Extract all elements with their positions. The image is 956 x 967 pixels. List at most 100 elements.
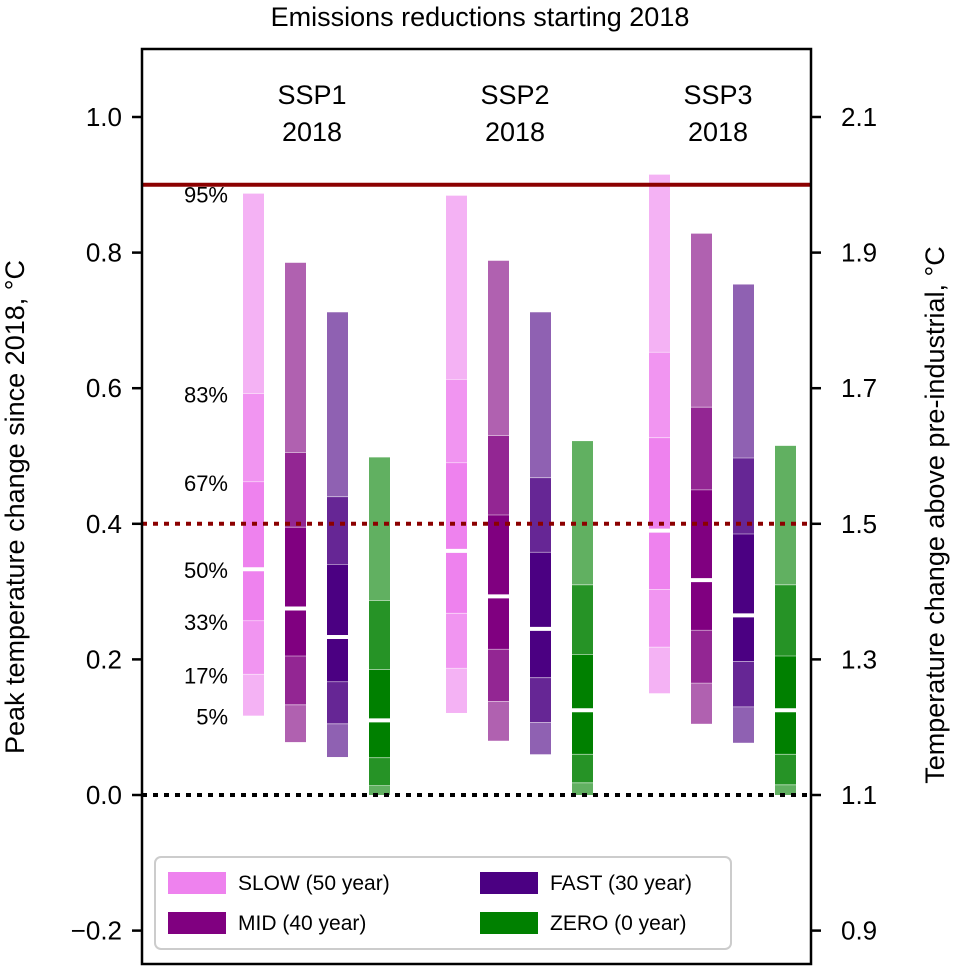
group-label-year: 2018 (688, 117, 748, 147)
percentile-segment (775, 784, 796, 795)
percentile-segment (572, 754, 593, 783)
percentile-segment (446, 195, 467, 380)
percentile-segment (733, 615, 754, 662)
y-right-tick-label: 1.1 (841, 780, 877, 810)
y-tick-label: −0.2 (71, 916, 122, 946)
percentile-segment (446, 668, 467, 713)
group-label-name: SSP3 (683, 80, 752, 110)
y-axis-label: Peak temperature change since 2018, °C (0, 260, 30, 754)
percentile-segment (691, 489, 712, 581)
percentile-segment (243, 569, 264, 621)
percentile-segment (369, 720, 390, 758)
percentile-segment (243, 674, 264, 716)
percentile-segment (691, 630, 712, 684)
legend: SLOW (50 year) MID (40 year) FAST (30 year… (154, 856, 732, 950)
group-labels: SSP1 2018 SSP2 2018 SSP3 2018 (277, 80, 752, 147)
percentile-segment (530, 677, 551, 723)
percentile-label: 5% (196, 705, 228, 730)
percentile-segment (243, 620, 264, 675)
percentile-segment (733, 533, 754, 616)
y-right-tick-label: 1.3 (841, 644, 877, 674)
percentile-segment (691, 683, 712, 724)
legend-box (154, 856, 732, 950)
percentile-segment (369, 757, 390, 786)
percentile-segment (446, 379, 467, 463)
percentile-segment (649, 647, 670, 694)
percentile-label: 95% (184, 183, 228, 208)
reference-lines (142, 182, 811, 797)
group-label-name: SSP1 (277, 80, 346, 110)
plot-frame (140, 47, 813, 966)
percentile-segment (572, 654, 593, 711)
percentile-segment (369, 457, 390, 601)
percentile-segment (572, 782, 593, 795)
percentile-segment (446, 550, 467, 614)
percentile-segment (488, 701, 509, 741)
legend-label: FAST (30 year) (550, 872, 692, 895)
percentile-segment (369, 600, 390, 670)
legend-label: ZERO (0 year) (550, 912, 687, 935)
percentile-segment (530, 312, 551, 478)
percentile-segment (733, 661, 754, 707)
percentile-segment (572, 584, 593, 655)
percentile-label: 33% (184, 610, 228, 635)
percentile-segment (775, 584, 796, 657)
percentile-segment (649, 352, 670, 438)
y-tick-label: 0.2 (86, 644, 122, 674)
legend-swatch (480, 912, 538, 934)
percentile-segment (691, 580, 712, 631)
percentile-segment (327, 496, 348, 565)
percentile-segment (285, 527, 306, 609)
percentile-segment (285, 262, 306, 453)
percentile-segment (243, 393, 264, 482)
legend-swatch (480, 872, 538, 894)
percentile-segment (327, 312, 348, 497)
percentile-segment (243, 193, 264, 394)
percentile-segment (446, 613, 467, 669)
percentile-segment (775, 656, 796, 711)
percentile-segment (572, 441, 593, 585)
y-right-tick-label: 1.9 (841, 238, 877, 268)
y-tick-label: 0.0 (86, 780, 122, 810)
percentile-segment (285, 608, 306, 657)
percentile-segment (530, 722, 551, 755)
percentile-segment (285, 704, 306, 743)
y-tick-label: 0.4 (86, 509, 122, 539)
legend-label: MID (40 year) (238, 912, 366, 935)
percentile-segment (733, 458, 754, 534)
legend-swatch (168, 872, 226, 894)
axes: 1.0 0.8 0.6 0.4 0.2 0.0 −0.2 2.1 1.9 1.7 1.5 1.3 1.1… (71, 102, 877, 946)
percentile-segment (649, 174, 670, 353)
y-axis-label-right: Temperature change above pre-industrial,… (920, 246, 950, 784)
percentile-segment (369, 785, 390, 795)
percentile-segment (691, 233, 712, 408)
percentile-label: 83% (184, 383, 228, 408)
percentile-segment (775, 754, 796, 785)
percentile-segment (327, 564, 348, 638)
percentile-label: 17% (184, 663, 228, 688)
group-label-year: 2018 (282, 117, 342, 147)
percentile-segment (572, 710, 593, 755)
percentile-segment (649, 437, 670, 531)
percentile-segment (530, 552, 551, 629)
percentile-segment (733, 284, 754, 459)
percentile-segment (488, 260, 509, 436)
percentile-segment (285, 452, 306, 528)
y-right-tick-label: 2.1 (841, 102, 877, 132)
percentile-segment (327, 723, 348, 758)
percentile-segment (649, 589, 670, 648)
percentile-segment (530, 477, 551, 553)
percentile-segment (488, 435, 509, 515)
percentile-segment (691, 407, 712, 490)
percentile-labels: 95% 83% 67% 50% 33% 17% 5% (184, 183, 228, 730)
y-right-tick-label: 1.7 (841, 373, 877, 403)
percentile-segment (488, 649, 509, 702)
percentile-segment (488, 596, 509, 650)
group-label-name: SSP2 (480, 80, 549, 110)
legend-label: SLOW (50 year) (238, 872, 390, 895)
y-right-tick-label: 0.9 (841, 916, 877, 946)
percentile-segment (733, 706, 754, 743)
y-tick-label: 1.0 (86, 102, 122, 132)
percentile-segment (775, 710, 796, 755)
